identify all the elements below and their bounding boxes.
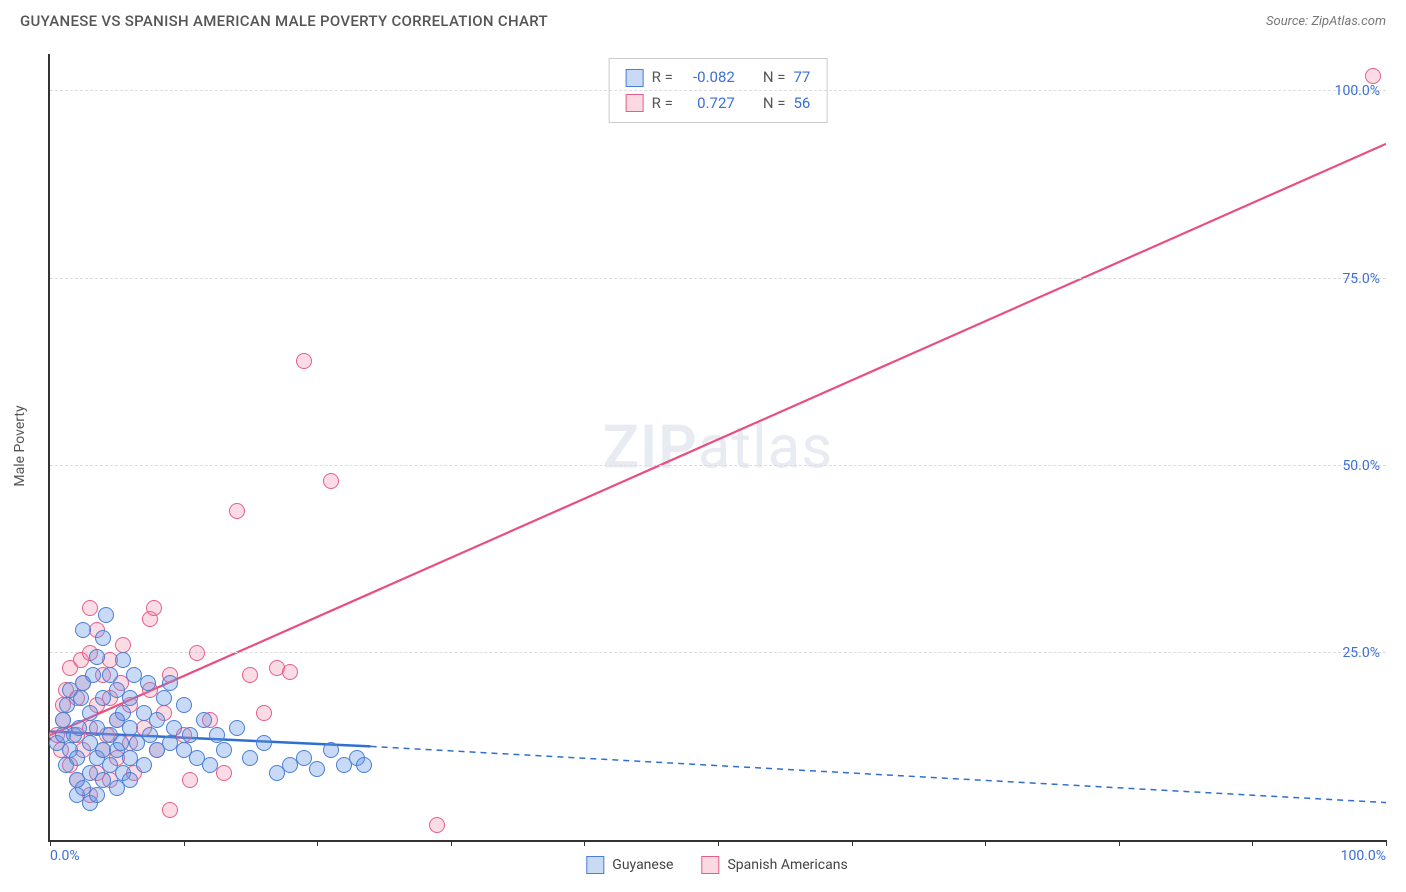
gridline bbox=[50, 90, 1386, 91]
data-point bbox=[146, 600, 162, 616]
data-point bbox=[256, 705, 272, 721]
data-point bbox=[242, 667, 258, 683]
data-point bbox=[1365, 68, 1381, 84]
watermark: ZIPatlas bbox=[603, 412, 834, 483]
y-tick-label: 75.0% bbox=[1342, 271, 1380, 287]
data-point bbox=[122, 772, 138, 788]
data-point bbox=[136, 757, 152, 773]
x-tick-mark bbox=[451, 840, 452, 846]
data-point bbox=[149, 712, 165, 728]
x-tick-mark bbox=[985, 840, 986, 846]
data-point bbox=[95, 630, 111, 646]
data-point bbox=[156, 690, 172, 706]
y-axis-label: Male Poverty bbox=[12, 405, 28, 486]
gridline bbox=[50, 465, 1386, 466]
data-point bbox=[209, 727, 225, 743]
legend-item-guyanese: Guyanese bbox=[586, 856, 673, 874]
data-point bbox=[429, 817, 445, 833]
data-point bbox=[115, 705, 131, 721]
x-tick-mark bbox=[852, 840, 853, 846]
data-point bbox=[162, 802, 178, 818]
data-point bbox=[69, 750, 85, 766]
data-point bbox=[189, 645, 205, 661]
data-point bbox=[229, 503, 245, 519]
data-point bbox=[140, 675, 156, 691]
data-point bbox=[182, 772, 198, 788]
x-tick-label: 0.0% bbox=[50, 848, 80, 864]
x-tick-mark bbox=[584, 840, 585, 846]
swatch-pink-icon bbox=[626, 94, 644, 112]
data-point bbox=[282, 664, 298, 680]
data-point bbox=[323, 742, 339, 758]
x-tick-label: 100.0% bbox=[1341, 848, 1386, 864]
swatch-blue-icon bbox=[626, 69, 644, 87]
data-point bbox=[176, 697, 192, 713]
x-tick-mark bbox=[718, 840, 719, 846]
data-point bbox=[102, 667, 118, 683]
data-point bbox=[216, 742, 232, 758]
data-point bbox=[166, 720, 182, 736]
legend-label: Guyanese bbox=[612, 857, 673, 873]
data-point bbox=[113, 735, 129, 751]
data-point bbox=[196, 712, 212, 728]
data-point bbox=[296, 353, 312, 369]
legend-swatch-blue-icon bbox=[586, 856, 604, 874]
data-point bbox=[75, 622, 91, 638]
trend-lines bbox=[50, 54, 1386, 840]
data-point bbox=[115, 637, 131, 653]
data-point bbox=[296, 750, 312, 766]
data-point bbox=[309, 761, 325, 777]
y-tick-label: 100.0% bbox=[1335, 83, 1380, 99]
x-tick-mark bbox=[184, 840, 185, 846]
data-point bbox=[162, 675, 178, 691]
legend-swatch-pink-icon bbox=[701, 856, 719, 874]
legend-item-spanish: Spanish Americans bbox=[701, 856, 847, 874]
x-tick-mark bbox=[317, 840, 318, 846]
data-point bbox=[323, 473, 339, 489]
chart-title: GUYANESE VS SPANISH AMERICAN MALE POVERT… bbox=[20, 12, 548, 30]
data-point bbox=[122, 690, 138, 706]
x-tick-mark bbox=[50, 840, 51, 846]
data-point bbox=[256, 735, 272, 751]
data-point bbox=[229, 720, 245, 736]
data-point bbox=[82, 705, 98, 721]
y-tick-label: 25.0% bbox=[1342, 645, 1380, 661]
data-point bbox=[89, 787, 105, 803]
data-point bbox=[98, 607, 114, 623]
data-point bbox=[115, 652, 131, 668]
x-tick-mark bbox=[1252, 840, 1253, 846]
data-point bbox=[89, 649, 105, 665]
y-tick-label: 50.0% bbox=[1342, 458, 1380, 474]
x-tick-mark bbox=[1386, 840, 1387, 846]
data-point bbox=[82, 600, 98, 616]
data-point bbox=[73, 690, 89, 706]
stats-row-pink: R = 0.727 N = 56 bbox=[626, 91, 811, 117]
gridline bbox=[50, 278, 1386, 279]
data-point bbox=[122, 720, 138, 736]
data-point bbox=[71, 720, 87, 736]
scatter-plot-area: ZIPatlas R = -0.082 N = 77 R = 0.727 N =… bbox=[48, 54, 1386, 842]
source-attribution: Source: ZipAtlas.com bbox=[1266, 14, 1386, 29]
x-tick-mark bbox=[1119, 840, 1120, 846]
legend-label: Spanish Americans bbox=[727, 857, 847, 873]
data-point bbox=[85, 667, 101, 683]
data-point bbox=[182, 727, 198, 743]
data-point bbox=[242, 750, 258, 766]
data-point bbox=[55, 712, 71, 728]
data-point bbox=[356, 757, 372, 773]
data-point bbox=[202, 757, 218, 773]
legend: Guyanese Spanish Americans bbox=[586, 856, 847, 874]
stats-row-blue: R = -0.082 N = 77 bbox=[626, 65, 811, 91]
gridline bbox=[50, 652, 1386, 653]
data-point bbox=[142, 727, 158, 743]
